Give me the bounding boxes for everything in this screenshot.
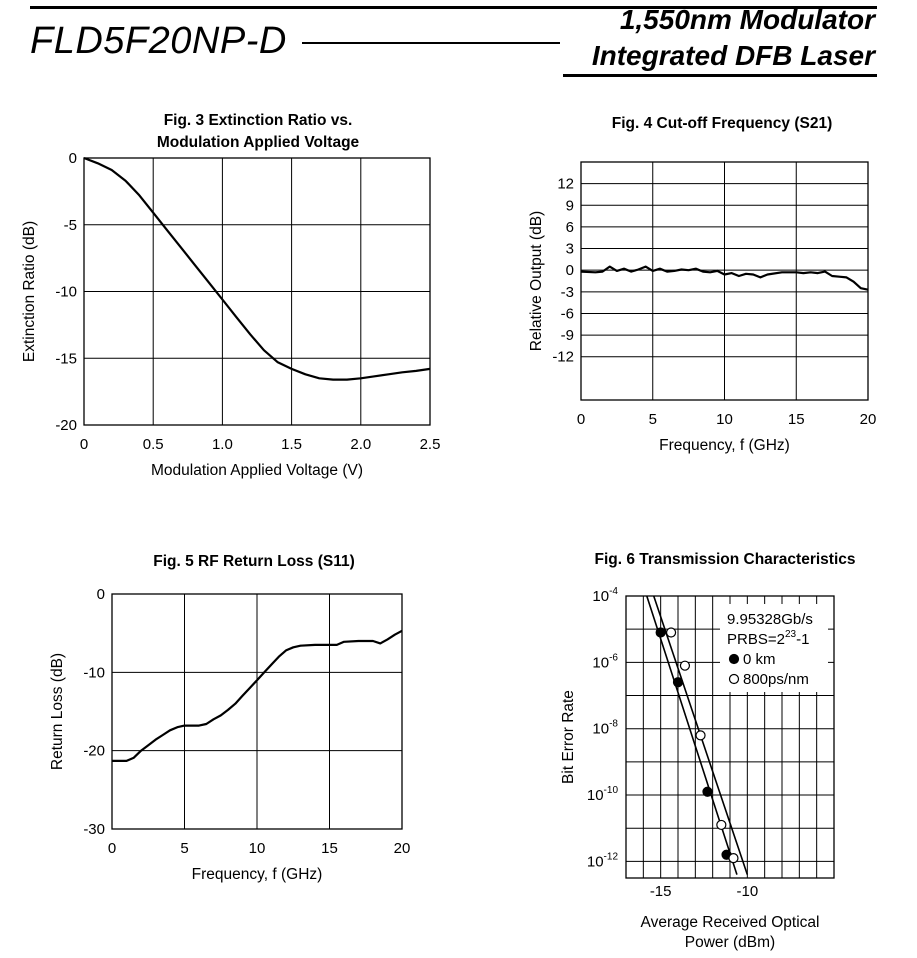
fig5-x-tick-label: 0 bbox=[108, 840, 116, 857]
fig6-data-point bbox=[672, 677, 684, 688]
fig6-plot-frame bbox=[625, 595, 835, 879]
fig3-y-tick-label: -10 bbox=[55, 284, 77, 301]
fig3-plot-frame bbox=[83, 157, 431, 426]
fig4-series-line bbox=[580, 265, 869, 291]
fig4-y-tick-label: 6 bbox=[566, 219, 574, 236]
fig3-x-axis-label: Modulation Applied Voltage (V) bbox=[151, 462, 363, 479]
fig3-x-tick-label: 1.5 bbox=[281, 436, 302, 453]
fig6-legend-rate: 9.95328Gb/s bbox=[727, 611, 813, 628]
fig5-y-tick-label: -30 bbox=[83, 821, 105, 838]
fig3-x-tick-label: 2.0 bbox=[350, 436, 371, 453]
fig6-data-point bbox=[695, 730, 706, 741]
fig4-x-axis-label: Frequency, f (GHz) bbox=[659, 437, 790, 454]
fig4-y-tick-label: 9 bbox=[566, 197, 574, 214]
fig4-y-tick-label: -12 bbox=[552, 349, 574, 366]
fig6-data-point bbox=[679, 660, 691, 671]
fig3-y-axis-label: Extinction Ratio (dB) bbox=[21, 221, 38, 362]
fig6-x-tick-label: -15 bbox=[650, 883, 672, 900]
fig6-data-point bbox=[702, 786, 713, 797]
fig6-y-tick-label: 10-4 bbox=[592, 586, 618, 605]
fig4-x-tick-label: 0 bbox=[577, 411, 585, 428]
fig3-series-line bbox=[83, 156, 431, 381]
fig5-y-axis-label: Return Loss (dB) bbox=[49, 653, 66, 770]
fig5-x-tick-label: 20 bbox=[394, 840, 411, 857]
fig6-y-axis-label: Bit Error Rate bbox=[560, 690, 577, 784]
fig4-x-tick-label: 5 bbox=[649, 411, 657, 428]
fig5-x-tick-label: 10 bbox=[249, 840, 266, 857]
fig3-title: Modulation Applied Voltage bbox=[157, 134, 360, 151]
fig3-y-tick-label: -5 bbox=[64, 217, 77, 234]
header-divider-line bbox=[302, 42, 560, 44]
fig5-y-tick-label: -20 bbox=[83, 743, 105, 760]
fig5-title: Fig. 5 RF Return Loss (S11) bbox=[153, 553, 355, 570]
fig3-x-tick-label: 0.5 bbox=[143, 436, 164, 453]
fig4-y-tick-label: -9 bbox=[561, 327, 574, 344]
fig3-x-tick-label: 1.0 bbox=[212, 436, 233, 453]
fig6-y-tick-label: 10-12 bbox=[587, 851, 619, 870]
fig6-legend-prbs: PRBS=223-1 bbox=[727, 629, 809, 648]
fig3-y-tick-label: -20 bbox=[55, 417, 77, 434]
fig4-plot-frame bbox=[580, 161, 869, 401]
fig6-x-axis-label: Average Received Optical bbox=[641, 914, 820, 931]
fig6-x-tick-label: -10 bbox=[736, 883, 758, 900]
fig4-y-tick-label: 3 bbox=[566, 241, 574, 258]
fig3-title: Fig. 3 Extinction Ratio vs. bbox=[164, 112, 353, 129]
fig4-y-tick-label: 12 bbox=[557, 176, 574, 193]
fig4-x-tick-label: 20 bbox=[860, 411, 877, 428]
fig5-x-axis-label: Frequency, f (GHz) bbox=[192, 866, 323, 883]
header-top-rule bbox=[30, 6, 877, 9]
fig5-y-tick-label: -10 bbox=[83, 664, 105, 681]
fig4-y-axis-label: Relative Output (dB) bbox=[528, 211, 545, 351]
fig5-series-line bbox=[112, 629, 403, 762]
fig6-y-tick-label: 10-8 bbox=[592, 719, 618, 738]
fig3-x-tick-label: 0 bbox=[80, 436, 88, 453]
fig6-x-axis-label: Power (dBm) bbox=[685, 934, 775, 951]
fig4-x-tick-label: 10 bbox=[716, 411, 733, 428]
product-title-line2: Integrated DFB Laser bbox=[591, 40, 875, 71]
fig4-y-tick-label: 0 bbox=[566, 262, 574, 279]
fig6-title: Fig. 6 Transmission Characteristics bbox=[594, 551, 855, 568]
fig5-x-tick-label: 15 bbox=[321, 840, 338, 857]
fig6-legend-label: 0 km bbox=[743, 651, 776, 668]
fig6-y-tick-label: 10-6 bbox=[592, 652, 618, 671]
fig5-x-tick-label: 5 bbox=[180, 840, 188, 857]
fig3-x-tick-label: 2.5 bbox=[420, 436, 441, 453]
fig6-data-point bbox=[655, 627, 666, 638]
fig3-y-tick-label: 0 bbox=[69, 150, 77, 167]
fig4-y-tick-label: -6 bbox=[561, 305, 574, 322]
fig6-data-point bbox=[728, 852, 739, 864]
fig5-plot-frame bbox=[111, 593, 403, 830]
fig6-data-point bbox=[665, 627, 677, 638]
fig4-title: Fig. 4 Cut-off Frequency (S21) bbox=[612, 115, 832, 132]
fig4-x-tick-label: 15 bbox=[788, 411, 805, 428]
fig4-y-tick-label: -3 bbox=[561, 284, 574, 301]
fig3-y-tick-label: -15 bbox=[55, 350, 77, 367]
fig5-y-tick-label: 0 bbox=[97, 586, 105, 603]
fig6-y-tick-label: 10-10 bbox=[587, 785, 619, 804]
part-number: FLD5F20NP-D bbox=[30, 20, 287, 62]
header-bottom-rule bbox=[563, 74, 877, 77]
product-title-line1: 1,550nm Modulator bbox=[619, 4, 875, 35]
fig6-legend-label: 800ps/nm bbox=[743, 671, 809, 688]
fig6-legend-marker bbox=[728, 653, 740, 665]
fig6-data-point bbox=[716, 819, 727, 831]
fig6-legend-marker bbox=[728, 673, 740, 685]
